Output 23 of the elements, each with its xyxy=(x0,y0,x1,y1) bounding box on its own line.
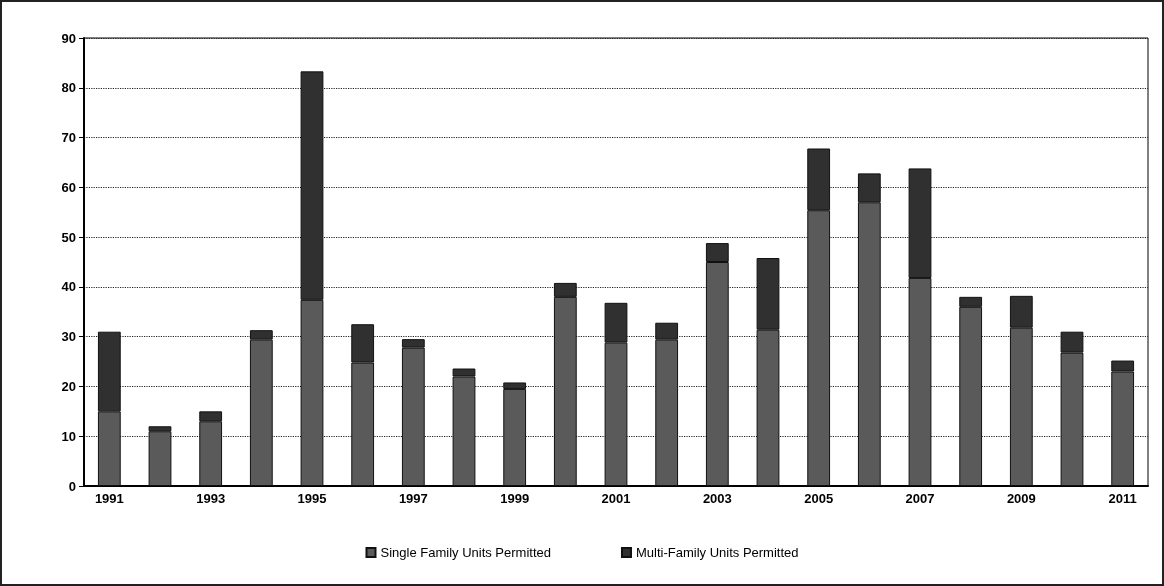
x-tick-label: 2009 xyxy=(1006,491,1036,506)
y-tick-label: 20 xyxy=(61,378,76,394)
y-tick-label: 30 xyxy=(61,329,76,345)
x-tick-label: 2003 xyxy=(702,491,732,506)
y-tick-label: 60 xyxy=(61,179,76,195)
x-tick-label: 2005 xyxy=(804,491,834,506)
legend-label: Single Family Units Permitted xyxy=(380,545,551,560)
x-tick-label: 2007 xyxy=(905,491,935,506)
x-tick-label: 2011 xyxy=(1108,491,1137,506)
x-tick-label: 1997 xyxy=(398,491,428,506)
y-tick-label: 70 xyxy=(61,130,76,146)
x-tick-label: 2001 xyxy=(601,491,631,506)
y-tick-label: 0 xyxy=(68,478,76,494)
y-tick-label: 50 xyxy=(61,229,76,245)
x-tick-label: 1993 xyxy=(196,491,226,506)
x-tick-label: 1999 xyxy=(500,491,530,506)
x-tick-label: 1991 xyxy=(94,491,124,506)
y-tick-label: 10 xyxy=(61,428,76,444)
x-tick-label: 1995 xyxy=(297,491,327,506)
y-tick-label: 40 xyxy=(61,279,76,295)
y-tick-label: 80 xyxy=(61,80,76,96)
legend-label: Multi-Family Units Permitted xyxy=(635,545,799,560)
y-tick-label: 90 xyxy=(61,30,76,46)
